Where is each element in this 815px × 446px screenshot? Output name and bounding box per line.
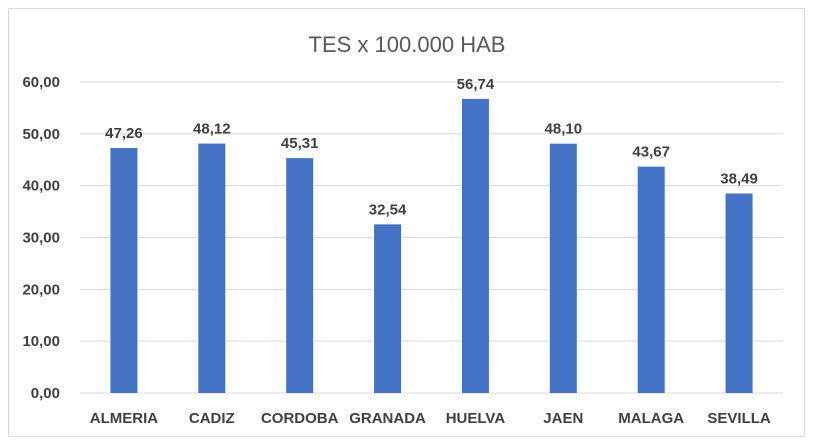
bar (286, 158, 314, 393)
bars (110, 98, 753, 393)
y-tick-label: 40,00 (22, 178, 60, 195)
bar (725, 193, 753, 393)
data-label: 48,10 (545, 121, 583, 138)
y-tick-label: 0,00 (31, 385, 60, 402)
bar (637, 166, 665, 393)
x-category-label: HUELVA (446, 410, 506, 427)
y-axis-ticks: 0,00 10,00 20,00 30,00 40,00 50,00 60,00 (22, 74, 60, 402)
data-label: 47,26 (105, 125, 143, 142)
data-label: 56,74 (457, 76, 495, 93)
chart-area (8, 8, 805, 437)
x-category-label: ALMERIA (90, 410, 158, 427)
data-label: 48,12 (193, 121, 231, 138)
y-tick-label: 30,00 (22, 230, 60, 247)
bar (461, 98, 489, 393)
x-axis-categories: ALMERIA CADIZ CORDOBA GRANADA HUELVA JAEN MALA… (90, 410, 771, 427)
bar (549, 143, 577, 393)
x-category-label: CADIZ (189, 410, 235, 427)
data-label: 43,67 (632, 144, 670, 161)
y-tick-label: 50,00 (22, 126, 60, 143)
bar (110, 148, 138, 393)
bar (374, 224, 402, 393)
x-category-label: JAEN (543, 410, 583, 427)
gridlines (80, 81, 783, 394)
y-tick-label: 60,00 (22, 74, 60, 91)
bar (198, 143, 226, 393)
data-label: 38,49 (720, 170, 758, 187)
x-category-label: GRANADA (349, 410, 426, 427)
data-label: 32,54 (369, 201, 407, 218)
data-labels: 47,26 48,12 45,31 32,54 56,74 48,10 43,67 38,49 (105, 76, 758, 218)
x-category-label: SEVILLA (707, 410, 771, 427)
x-category-label: MALAGA (618, 410, 684, 427)
x-category-label: CORDOBA (261, 410, 339, 427)
data-label: 45,31 (281, 135, 319, 152)
y-tick-label: 20,00 (22, 281, 60, 298)
chart-title: TES x 100.000 HAB (309, 32, 506, 57)
y-tick-label: 10,00 (22, 333, 60, 350)
